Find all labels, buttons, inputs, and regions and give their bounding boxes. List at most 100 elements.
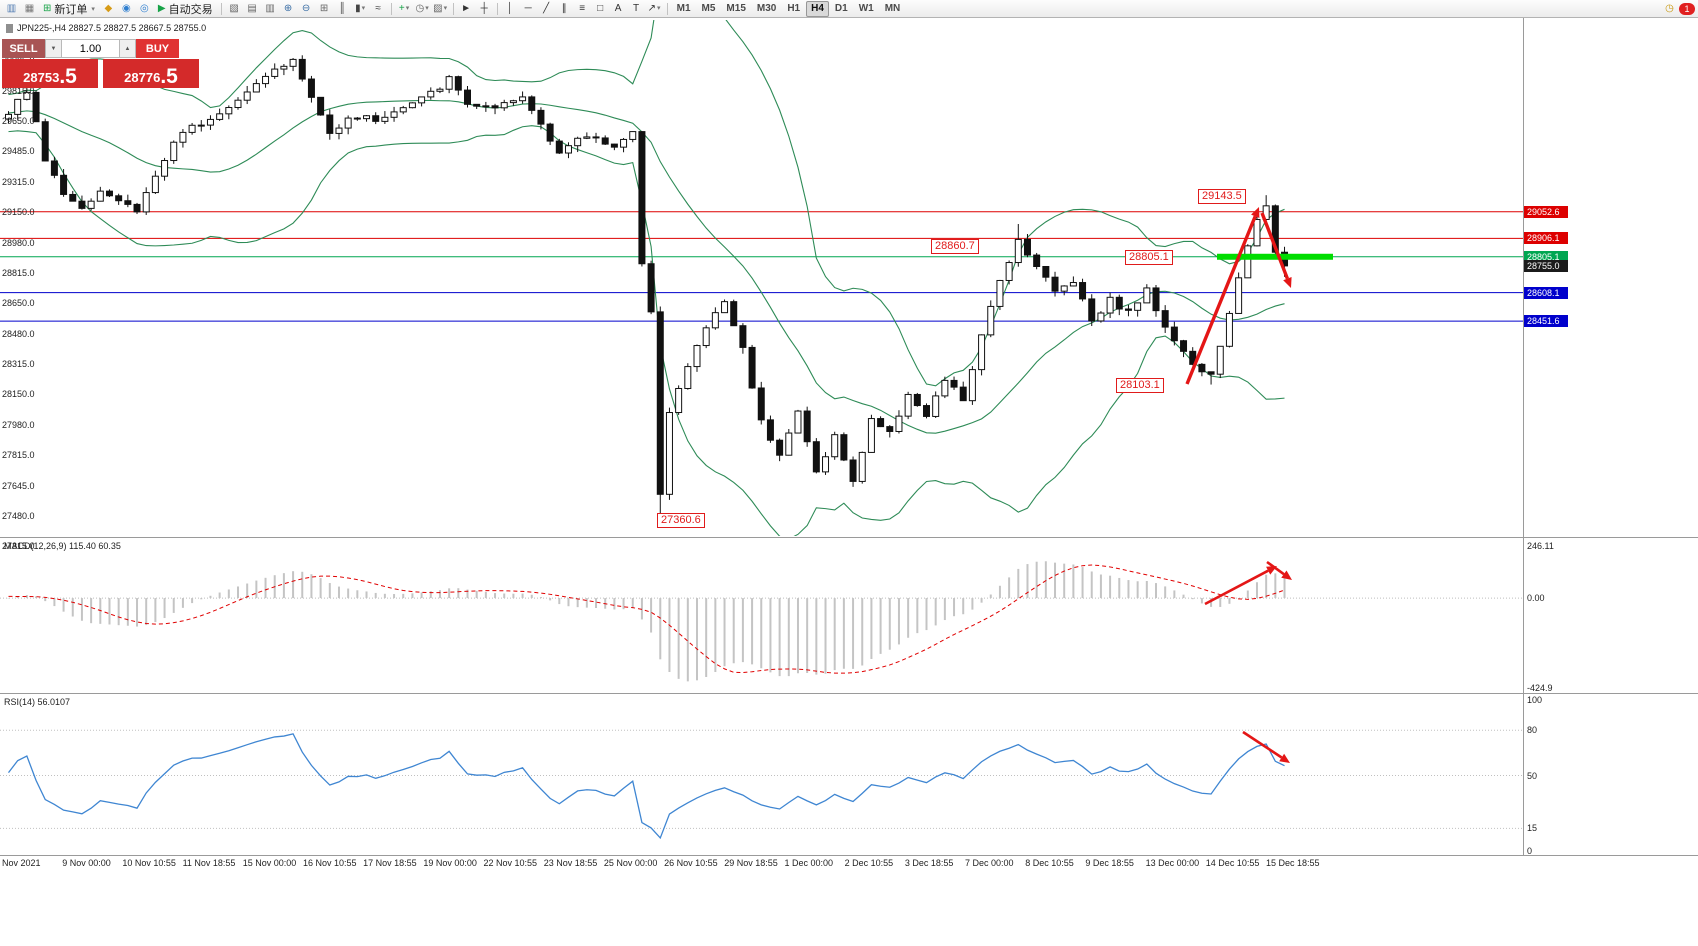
arrow-tool-icon[interactable]: ↗ ▾ <box>647 2 661 14</box>
vertical-line-icon[interactable]: │ <box>506 2 514 14</box>
time-label: 11 Nov 18:55 <box>182 858 236 868</box>
sell-price-display[interactable]: 28753.5 <box>2 59 98 88</box>
alerts-clock-icon[interactable]: ◷ <box>1665 2 1674 14</box>
shapes-icon[interactable]: □ <box>597 2 604 14</box>
timeframe-button-mn[interactable]: MN <box>884 3 901 14</box>
support-icon[interactable]: ◎ <box>140 2 149 14</box>
deposit-icon[interactable]: ◆ <box>104 2 113 14</box>
fibonacci-icon[interactable]: ≡ <box>579 2 586 14</box>
time-label: 16 Nov 10:55 <box>302 858 357 868</box>
timeframe-button-h4[interactable]: H4 <box>806 0 829 17</box>
trend-arrow <box>1266 560 1285 576</box>
community-icon[interactable]: ◉ <box>122 2 131 14</box>
price-annotation: 27360.6 <box>657 513 705 528</box>
bar-chart-icon[interactable]: ║ <box>338 2 346 14</box>
volume-input[interactable] <box>62 39 119 58</box>
price-tick: 28150.0 <box>2 389 35 399</box>
timeframe-button-m5[interactable]: M5 <box>701 3 716 14</box>
sell-price-main: 28753 <box>23 70 60 85</box>
timeframe-button-m1[interactable]: M1 <box>676 3 691 14</box>
price-tick: 28980.0 <box>2 237 35 248</box>
bollinger-bands <box>8 20 1285 536</box>
toolbar-separator <box>496 2 498 15</box>
text-icon[interactable]: A <box>614 2 622 14</box>
timeframe-button-h1[interactable]: H1 <box>787 3 801 14</box>
line-chart-icon[interactable]: ≈ <box>375 2 381 14</box>
caret-icon: ▾ <box>91 5 95 13</box>
cascade-windows-icon[interactable]: ▧ <box>229 2 239 14</box>
tile-horizontally-icon[interactable]: ▤ <box>247 2 257 14</box>
price-tick: 28315.0 <box>2 358 35 369</box>
toolbar: ▥ ▦ ⊞ 新订单 ▾ ◆ ◉ ◎ ▶ 自动交易 ▧ ▤ ▥ ⊕ ⊖ ⊞ ║ ▮ ▾ ≈ + ▾ ◷ ▾ ▨ ▾ ► ┼ │ ─ ╱ ∥ ≡ □ A… <box>0 0 1698 18</box>
time-label: 19 Nov 00:00 <box>423 858 477 868</box>
caret-icon: ▾ <box>425 5 429 12</box>
new-order-button[interactable]: ⊞ 新订单 ▾ <box>39 1 99 16</box>
time-label: 23 Nov 18:55 <box>543 858 598 868</box>
toolbar-separator <box>666 2 668 15</box>
chart-ohlc-text: JPN225-,H4 28827.5 28827.5 28667.5 28755… <box>17 23 207 33</box>
trend-arrow <box>1242 730 1283 759</box>
horizontal-line-icon[interactable]: ─ <box>524 2 532 14</box>
strategy-tester-icon[interactable]: ▦ <box>24 2 35 14</box>
new-order-button-label: 新订单 <box>54 3 88 16</box>
time-axis[interactable]: Nov 2021 9 Nov 00:00 10 Nov 10:55 11 Nov 18… <box>0 857 1523 872</box>
price-tick: 28650.0 <box>2 298 35 308</box>
chart-window[interactable]: JPN225-,H4 28827.5 28827.5 28667.5 28755… <box>0 18 1698 946</box>
periods-icon[interactable]: ◷ ▾ <box>415 2 429 14</box>
terminal-windows-icon[interactable]: ▥ <box>6 2 17 14</box>
price-tick: 29650.0 <box>2 115 35 126</box>
time-label: 9 Nov 00:00 <box>62 858 111 868</box>
zoom-in-icon[interactable]: ⊕ <box>283 2 293 14</box>
trend-arrow-head <box>1279 753 1290 763</box>
equidistant-channel-icon[interactable]: ∥ <box>561 2 567 14</box>
buy-price-frac: .5 <box>160 65 178 88</box>
volume-up-button[interactable]: ▲ <box>119 39 136 58</box>
price-tag: 29052.6 <box>1524 205 1568 218</box>
price-tick: 29150.0 <box>2 206 35 217</box>
timeframe-button-w1[interactable]: W1 <box>858 3 874 14</box>
new-order-icon: ⊞ <box>43 3 52 14</box>
trendline-icon[interactable]: ╱ <box>543 2 550 14</box>
volume-down-button[interactable]: ▼ <box>45 39 62 58</box>
timeframe-button-d1[interactable]: D1 <box>834 3 848 14</box>
templates-icon[interactable]: ▨ ▾ <box>433 2 448 14</box>
time-label: 15 Nov 00:00 <box>242 858 297 868</box>
toolbar-separator <box>452 2 454 15</box>
price-axis[interactable]: 29985.029815.029650.029485.029315.029150… <box>0 18 60 554</box>
price-tag: 28451.6 <box>1524 315 1568 328</box>
price-tick: 27815.0 <box>2 449 35 460</box>
time-label: 29 Nov 18:55 <box>724 858 778 868</box>
candlestick-chart-icon[interactable]: ▮ ▾ <box>355 2 366 14</box>
timeframe-button-m15[interactable]: M15 <box>726 3 746 14</box>
tile-vertically-icon[interactable]: ▥ <box>265 2 275 14</box>
rsi-scale-label: 100 <box>1527 695 1543 705</box>
trend-arrow-head <box>1283 277 1292 288</box>
price-tick: 27645.0 <box>2 480 35 491</box>
timeframe-button-m30[interactable]: M30 <box>756 3 777 14</box>
buy-button[interactable]: BUY <box>136 39 179 58</box>
crosshair-icon[interactable]: ┼ <box>480 2 488 14</box>
sell-button[interactable]: SELL <box>2 39 45 58</box>
auto-trading-button[interactable]: ▶ 自动交易 <box>154 1 217 16</box>
zoom-out-icon[interactable]: ⊖ <box>301 2 311 14</box>
rsi-scale-label: 0 <box>1527 846 1533 856</box>
trend-arrow-head <box>1266 566 1277 575</box>
auto-trading-button-label: 自动交易 <box>168 3 213 16</box>
notifications-badge[interactable]: 1 <box>1679 2 1695 15</box>
price-tag: 28805.1 <box>1524 250 1568 263</box>
caret-icon: ▾ <box>361 5 366 12</box>
caret-icon: ▾ <box>657 5 661 12</box>
time-label: 13 Dec 00:00 <box>1145 858 1200 868</box>
cursor-icon[interactable]: ► <box>461 2 472 14</box>
time-label: 1 Dec 00:00 <box>784 858 834 868</box>
time-label: 10 Nov 10:55 <box>122 858 176 868</box>
macd-scale-label: 0.00 <box>1527 593 1545 604</box>
add-indicator-icon[interactable]: + ▾ <box>398 2 410 14</box>
price-tick: 29485.0 <box>2 146 35 156</box>
caret-icon: ▾ <box>405 5 410 12</box>
price-tick: 28480.0 <box>2 328 35 339</box>
price-tick: 29315.0 <box>2 176 35 187</box>
grid-icon[interactable]: ⊞ <box>319 2 329 14</box>
text-label-icon[interactable]: T <box>633 2 640 14</box>
buy-price-display[interactable]: 28776.5 <box>103 59 199 88</box>
